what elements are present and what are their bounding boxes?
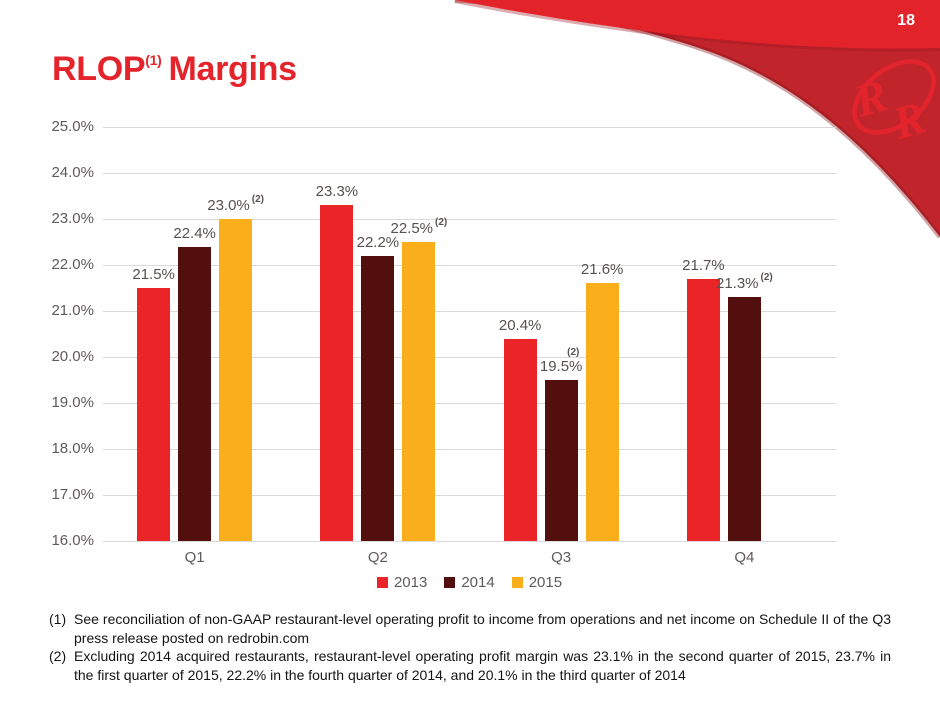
footnote-ref-sup: (2) xyxy=(251,194,265,205)
bar-value-text: 21.6% xyxy=(580,261,624,278)
x-axis-label-q1: Q1 xyxy=(184,549,205,566)
bar-value-label: 23.3% xyxy=(316,183,359,200)
logo-letter-r2: R xyxy=(887,91,932,149)
x-axis-label-q3: Q3 xyxy=(551,549,572,566)
footnote-2-text: Excluding 2014 acquired restaurants, res… xyxy=(74,648,891,683)
title-main: RLOP xyxy=(52,50,146,88)
bar-2014-q4 xyxy=(727,297,761,541)
legend-item-2013: 2013 xyxy=(376,574,428,591)
legend-label: 2013 xyxy=(393,574,428,591)
bar-2015-q3 xyxy=(585,283,619,541)
bar-value-label: 21.3% (2) xyxy=(716,271,773,292)
y-axis-tick-label: 25.0% xyxy=(51,118,94,135)
title-rest: Margins xyxy=(168,50,297,88)
bar-2014-q1 xyxy=(178,247,212,541)
bar-value-text: 21.5% xyxy=(132,266,175,283)
y-axis-tick-label: 20.0% xyxy=(51,348,94,365)
y-axis-tick-label: 23.0% xyxy=(51,210,94,227)
gridline xyxy=(103,219,836,220)
bar-value-label: 21.6% xyxy=(581,261,624,278)
bar-2013-q2 xyxy=(320,205,354,541)
bright-red-band xyxy=(455,0,940,49)
bar-value-text: 23.3% xyxy=(315,183,359,200)
bar-value-text: 19.5% xyxy=(539,358,583,375)
bar-value-label: 21.5% xyxy=(132,266,175,283)
legend-swatch-2014 xyxy=(444,577,456,588)
y-axis-tick-label: 19.0% xyxy=(51,394,94,411)
chart-legend: 2013 2014 2015 xyxy=(103,574,836,591)
footnote-ref-sup: (2) xyxy=(567,347,580,358)
bar-value-text: 21.7% xyxy=(682,257,725,274)
gridline xyxy=(103,265,836,266)
rlop-margins-chart: 25.0% 24.0% 23.0% 22.0% 21.0% 20.0% 19.0% 18.0%… xyxy=(51,118,836,591)
gridline xyxy=(103,127,836,128)
bar-2013-q4 xyxy=(686,279,720,541)
y-axis-tick-label: 16.0% xyxy=(51,532,94,549)
band-shadow-edge xyxy=(454,0,940,52)
legend-label: 2014 xyxy=(461,574,495,591)
plot-area: 25.0% 24.0% 23.0% 22.0% 21.0% 20.0% 19.0% 18.0%… xyxy=(51,118,836,566)
footnote-ref-sup: (2) xyxy=(435,217,448,228)
bar-2013-q3 xyxy=(503,339,537,541)
gridline xyxy=(103,449,836,450)
bar-2015-q2 xyxy=(402,242,436,541)
bar-value-label: 22.4% xyxy=(173,225,216,242)
page-title: RLOP(1) Margins xyxy=(52,50,297,89)
bar-2014-q2 xyxy=(361,256,395,541)
bar-value-text: 22.4% xyxy=(173,225,216,242)
bar-value-label: 22.2% xyxy=(357,234,400,251)
gridline xyxy=(103,541,836,542)
bar-2013-q1 xyxy=(137,288,171,541)
legend-label: 2015 xyxy=(528,574,563,591)
y-axis-tick-label: 22.0% xyxy=(51,256,94,273)
title-footnote-ref: (1) xyxy=(145,52,162,68)
gridline xyxy=(103,311,836,312)
logo-oval xyxy=(852,59,936,135)
bar-2015-q1 xyxy=(219,219,253,541)
footnote-2: (2) Excluding 2014 acquired restaurants,… xyxy=(49,647,891,684)
footnotes: (1) See reconciliation of non-GAAP resta… xyxy=(49,610,891,684)
gridline xyxy=(103,495,836,496)
page-number: 18 xyxy=(897,12,915,29)
legend-swatch-2015 xyxy=(511,577,523,588)
bar-value-text: 22.2% xyxy=(356,234,400,251)
bar-value-text: 20.4% xyxy=(498,317,542,334)
y-axis-tick-label: 18.0% xyxy=(51,440,94,457)
gridline xyxy=(103,173,836,174)
x-axis-label-q2: Q2 xyxy=(367,549,388,566)
y-axis-tick-label: 21.0% xyxy=(51,302,94,319)
legend-swatch-2013 xyxy=(376,577,388,588)
legend-item-2015: 2015 xyxy=(511,574,563,591)
x-axis-label-q4: Q4 xyxy=(734,549,755,566)
bar-value-text: 22.5% (2) xyxy=(390,217,448,237)
y-axis-tick-label: 24.0% xyxy=(51,164,94,181)
gridline xyxy=(103,357,836,358)
footnote-1-marker: (1) xyxy=(49,611,67,627)
bar-value-label: (2) 19.5% xyxy=(540,347,583,375)
bar-2014-q3 xyxy=(544,380,578,541)
bar-value-text: 23.0% (2) xyxy=(207,194,265,214)
bar-value-text: 21.3% (2) xyxy=(715,272,773,292)
bar-value-label: 21.7% xyxy=(682,257,725,274)
footnote-1: (1) See reconciliation of non-GAAP resta… xyxy=(49,610,891,647)
bar-value-label: 23.0% (2) xyxy=(207,193,264,214)
legend-item-2014: 2014 xyxy=(444,574,495,591)
logo-letter-r1: R xyxy=(848,69,893,127)
footnote-1-text: See reconciliation of non-GAAP restauran… xyxy=(74,611,891,646)
bar-value-label: 22.5% (2) xyxy=(390,216,447,237)
y-axis-tick-label: 17.0% xyxy=(51,486,94,503)
gridline xyxy=(103,403,836,404)
red-robin-logo-icon: R R xyxy=(848,59,936,149)
footnote-2-marker: (2) xyxy=(49,648,67,664)
footnote-ref-sup: (2) xyxy=(760,272,773,283)
bar-value-label: 20.4% xyxy=(499,317,542,334)
